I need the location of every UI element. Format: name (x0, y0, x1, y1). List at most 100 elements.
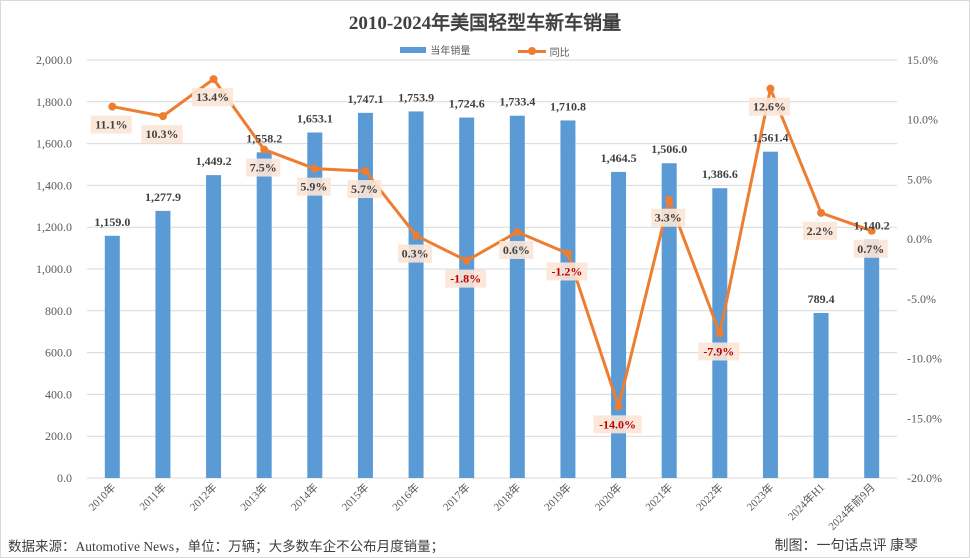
bar-data-label: 1,159.0 (94, 215, 130, 229)
legend-line-swatch (517, 46, 546, 55)
pct-label-bg (347, 180, 382, 199)
bar (206, 175, 222, 479)
y-tick-left: 800.0 (45, 304, 72, 318)
y-tick-left: 1,000.0 (36, 262, 72, 276)
y-tick-left: 0.0 (57, 471, 72, 485)
pct-label-bg (296, 177, 331, 196)
bar-data-label: 1,277.9 (145, 190, 181, 204)
pct-data-label: 0.6% (503, 243, 530, 257)
pct-label-bg (141, 125, 183, 144)
footer-source: 数据来源：Automotive News，单位：万辆；大多数车企不公布月度销量； (8, 539, 445, 554)
yoy-polyline (112, 77, 873, 408)
x-tick-label: 2010年 (85, 480, 118, 513)
y-tick-left: 400.0 (45, 387, 72, 401)
bar-data-label: 1,733.4 (499, 95, 535, 109)
bar (661, 163, 677, 478)
x-tick-label: 2017年 (440, 480, 473, 513)
pct-data-label: 5.9% (300, 180, 327, 194)
yoy-point (563, 249, 572, 258)
pct-label-bg (803, 221, 838, 240)
yoy-point (361, 167, 370, 176)
yoy-point (715, 329, 724, 338)
pct-data-label: -14.0% (599, 417, 636, 431)
pct-label-bg (192, 88, 234, 107)
y-tick-left: 1,800.0 (36, 95, 72, 109)
x-tick-label: 2018年 (490, 480, 523, 513)
y-tick-right: 5.0% (907, 172, 932, 186)
x-tick-label: 2016年 (389, 480, 422, 513)
bar-data-label: 1,753.9 (398, 90, 434, 104)
bar-data-label: 1,710.8 (550, 99, 586, 113)
legend-label-yoy: 同比 (549, 47, 570, 59)
bar-data-label: 1,724.6 (449, 97, 485, 111)
bar-data-label: 1,449.2 (196, 154, 232, 168)
y-tick-right: -10.0% (907, 352, 942, 366)
bar (256, 152, 272, 479)
pct-label-bg (593, 415, 642, 434)
pct-label-bg (90, 115, 132, 134)
y-tick-left: 1,600.0 (36, 137, 72, 151)
yoy-point (310, 164, 319, 173)
pct-label-bg (853, 239, 888, 258)
y-tick-right: 10.0% (907, 113, 938, 127)
bar-data-label: 1,506.0 (651, 142, 687, 156)
y-tick-right: 0.0% (907, 232, 932, 246)
pct-label-bg (445, 269, 487, 288)
bar (307, 132, 323, 478)
bar-data-label: 1,561.4 (752, 131, 788, 145)
yoy-point (817, 208, 826, 217)
pct-data-label: 12.6% (753, 100, 786, 114)
yoy-point (158, 112, 167, 121)
yoy-point (665, 195, 674, 204)
bar (408, 111, 424, 478)
y-tick-left: 600.0 (45, 346, 72, 360)
bar (357, 112, 373, 478)
footer-credit: 制图：一句话点评 康琴 (774, 539, 919, 554)
bar (864, 239, 880, 478)
y-axis-left: 0.0 200.0 400.0 600.0 800.0 1,000.0 1,200.0 1,4… (36, 53, 72, 485)
bar-data-label: 1,653.1 (297, 112, 333, 126)
x-tick-label: 2019年 (541, 480, 574, 513)
y-tick-right: -20.0% (907, 471, 942, 485)
x-tick-label: 2013年 (237, 480, 270, 513)
yoy-point (462, 256, 471, 265)
bar-data-label: 1,464.5 (601, 151, 637, 165)
pct-data-label: 0.7% (857, 242, 884, 256)
bar-data-label: 1,386.6 (702, 167, 738, 181)
bar-data-label: 789.4 (808, 292, 835, 306)
bar-data-label: 1,558.2 (246, 131, 282, 145)
y-tick-right: -5.0% (907, 292, 936, 306)
legend-bar-swatch (400, 46, 427, 53)
x-tick-label: 2024年H1 (784, 480, 827, 523)
yoy-point (108, 102, 117, 111)
x-tick-label: 2011年 (136, 480, 169, 513)
pct-data-label: 3.3% (655, 211, 682, 225)
x-tick-label: 2020年 (591, 480, 624, 513)
y-tick-left: 1,400.0 (36, 178, 72, 192)
pct-label-bg (698, 342, 740, 361)
pct-data-label: -1.2% (551, 264, 582, 278)
pct-label-bg (398, 244, 433, 263)
yoy-point (412, 231, 421, 240)
pct-label-bg (499, 240, 534, 259)
pct-data-label: -7.9% (703, 344, 734, 358)
pct-labels: 11.1% 10.3% 13.4% 7.5% 5.9% 5.7% 0.3% -1.8% 0.6%… (90, 88, 888, 434)
y-axis-right: -20.0% -15.0% -10.0% -5.0% 0.0% 5.0% 10.0% 15.0… (907, 53, 942, 485)
yoy-point (614, 402, 623, 411)
bar-labels: 1,159.0 1,277.9 1,449.2 1,558.2 1,653.1 1,747… (94, 90, 889, 306)
pct-data-label: 10.3% (145, 127, 178, 141)
pct-label-bg (546, 262, 588, 281)
x-tick-label: 2022年 (693, 480, 726, 513)
bar (459, 117, 475, 479)
legend-item-yoy[interactable]: 同比 (517, 44, 570, 59)
pct-data-label: 2.2% (807, 224, 834, 238)
pct-data-label: 11.1% (95, 118, 127, 132)
yoy-line (108, 75, 876, 411)
x-axis: 2010年 2011年 2012年 2013年 2014年 2015年 2016年 2017年… (85, 480, 878, 533)
pct-data-label: 5.7% (351, 182, 378, 196)
legend-item-sales[interactable]: 当年销量 (400, 42, 470, 57)
yoy-point (260, 145, 269, 154)
bar (762, 151, 778, 478)
x-tick-label: 2024年前9月 (825, 480, 878, 533)
